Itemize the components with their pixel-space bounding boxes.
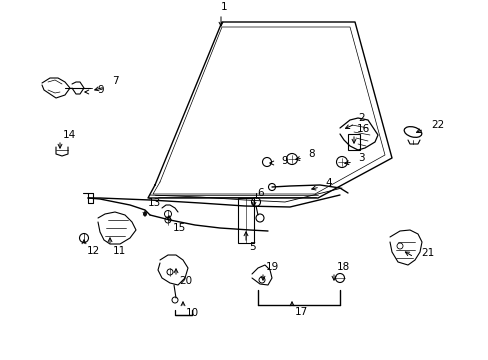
Text: 6: 6 xyxy=(257,188,263,198)
Text: 10: 10 xyxy=(185,308,199,318)
Text: 22: 22 xyxy=(430,120,443,130)
Text: 14: 14 xyxy=(63,130,76,140)
Text: 12: 12 xyxy=(87,246,100,256)
Text: 17: 17 xyxy=(294,307,307,317)
Text: 3: 3 xyxy=(357,153,364,163)
Text: 20: 20 xyxy=(179,276,192,286)
Bar xyxy=(238,198,253,243)
Text: 18: 18 xyxy=(336,262,349,272)
Text: 9: 9 xyxy=(97,85,103,95)
Text: 4: 4 xyxy=(325,178,331,188)
Bar xyxy=(347,134,359,150)
Text: 15: 15 xyxy=(173,223,186,233)
Text: 8: 8 xyxy=(307,149,314,159)
Text: 11: 11 xyxy=(113,246,126,256)
Text: 16: 16 xyxy=(356,124,369,134)
Text: 21: 21 xyxy=(420,248,433,258)
Text: 7: 7 xyxy=(112,76,119,86)
Text: 13: 13 xyxy=(148,198,161,208)
Text: 2: 2 xyxy=(357,113,364,123)
Text: 9: 9 xyxy=(281,156,287,166)
Text: 5: 5 xyxy=(248,242,255,252)
Text: 1: 1 xyxy=(221,2,227,12)
Text: 19: 19 xyxy=(265,262,279,272)
